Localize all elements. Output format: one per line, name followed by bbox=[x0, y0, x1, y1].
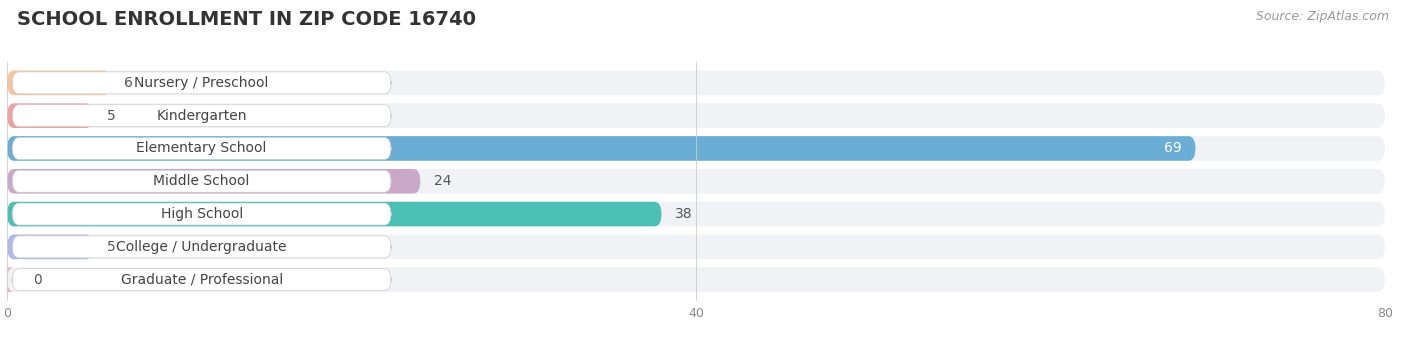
Text: College / Undergraduate: College / Undergraduate bbox=[117, 240, 287, 254]
FancyBboxPatch shape bbox=[13, 137, 391, 159]
FancyBboxPatch shape bbox=[0, 267, 14, 292]
FancyBboxPatch shape bbox=[7, 235, 1385, 259]
FancyBboxPatch shape bbox=[13, 72, 391, 94]
FancyBboxPatch shape bbox=[7, 267, 1385, 292]
Text: 5: 5 bbox=[107, 109, 115, 123]
Text: 5: 5 bbox=[107, 240, 115, 254]
Text: 0: 0 bbox=[32, 273, 42, 287]
Text: Graduate / Professional: Graduate / Professional bbox=[121, 273, 283, 287]
FancyBboxPatch shape bbox=[7, 235, 93, 259]
FancyBboxPatch shape bbox=[7, 136, 1195, 161]
Text: 6: 6 bbox=[124, 76, 134, 90]
Text: Nursery / Preschool: Nursery / Preschool bbox=[135, 76, 269, 90]
FancyBboxPatch shape bbox=[7, 70, 111, 95]
Text: 69: 69 bbox=[1164, 142, 1181, 156]
FancyBboxPatch shape bbox=[7, 103, 93, 128]
Text: Middle School: Middle School bbox=[153, 174, 250, 188]
FancyBboxPatch shape bbox=[7, 169, 420, 194]
FancyBboxPatch shape bbox=[13, 105, 391, 127]
Text: 38: 38 bbox=[675, 207, 693, 221]
FancyBboxPatch shape bbox=[7, 169, 1385, 194]
Text: High School: High School bbox=[160, 207, 243, 221]
FancyBboxPatch shape bbox=[7, 70, 1385, 95]
FancyBboxPatch shape bbox=[13, 203, 391, 225]
FancyBboxPatch shape bbox=[13, 269, 391, 291]
FancyBboxPatch shape bbox=[7, 202, 1385, 226]
FancyBboxPatch shape bbox=[13, 170, 391, 192]
Text: 24: 24 bbox=[434, 174, 451, 188]
FancyBboxPatch shape bbox=[7, 136, 1385, 161]
Text: SCHOOL ENROLLMENT IN ZIP CODE 16740: SCHOOL ENROLLMENT IN ZIP CODE 16740 bbox=[17, 10, 475, 29]
Text: Kindergarten: Kindergarten bbox=[156, 109, 247, 123]
Text: Elementary School: Elementary School bbox=[136, 142, 267, 156]
FancyBboxPatch shape bbox=[7, 202, 662, 226]
FancyBboxPatch shape bbox=[7, 103, 1385, 128]
Text: Source: ZipAtlas.com: Source: ZipAtlas.com bbox=[1256, 10, 1389, 23]
FancyBboxPatch shape bbox=[13, 236, 391, 258]
